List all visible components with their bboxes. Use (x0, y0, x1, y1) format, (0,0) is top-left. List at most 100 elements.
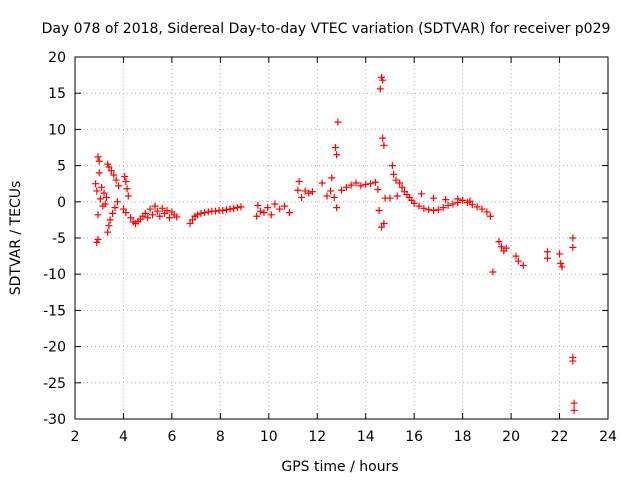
data-point (367, 180, 375, 188)
data-point (558, 263, 566, 271)
data-point (318, 179, 326, 187)
data-point (233, 204, 241, 212)
data-point (396, 179, 404, 187)
data-point (127, 214, 135, 222)
data-point (212, 207, 220, 215)
x-axis-label: GPS time / hours (281, 459, 398, 475)
data-point (514, 257, 522, 265)
data-point (338, 186, 345, 194)
data-point (113, 198, 121, 206)
data-point (156, 212, 164, 220)
data-point (267, 211, 275, 219)
x-tick-label: 22 (551, 429, 569, 445)
data-point (495, 238, 503, 246)
data-point (305, 189, 313, 197)
data-point (173, 213, 181, 221)
data-point (468, 201, 476, 209)
data-point (570, 406, 578, 414)
data-point (543, 248, 551, 256)
data-point (478, 205, 486, 213)
data-point (371, 178, 379, 186)
data-point (253, 212, 261, 220)
x-tick-label: 6 (167, 429, 176, 445)
data-point (473, 203, 481, 211)
data-point (105, 163, 113, 171)
data-point (489, 268, 497, 276)
data-point (111, 204, 119, 212)
data-point (417, 190, 425, 198)
data-point (101, 200, 109, 208)
chart-title: Day 078 of 2018, Sidereal Day-to-day VTE… (42, 21, 611, 37)
data-point (193, 211, 201, 219)
data-point (94, 211, 102, 219)
data-point (92, 180, 100, 188)
axis-ticks: 2 4 6 8 10 12 14 16 18 20 22 24-30-25-20-15-10-5051… (43, 50, 617, 445)
data-point (392, 176, 400, 184)
data-point (442, 196, 450, 204)
data-point (260, 209, 268, 217)
data-point (204, 208, 212, 216)
data-point (301, 187, 309, 195)
data-point (189, 216, 197, 224)
data-point (102, 193, 110, 201)
x-tick-label: 16 (405, 429, 423, 445)
data-point (483, 208, 491, 216)
data-point (390, 170, 398, 178)
data-point (569, 243, 577, 251)
data-point (543, 254, 551, 262)
data-point (425, 206, 433, 214)
data-point (352, 179, 360, 187)
data-point (502, 244, 510, 252)
data-point (226, 205, 234, 213)
data-point (254, 201, 262, 209)
data-point (149, 211, 157, 219)
data-point (347, 181, 355, 189)
data-point (197, 209, 205, 217)
data-point (377, 223, 385, 231)
data-point (327, 187, 335, 195)
data-point (158, 204, 166, 212)
data-point (110, 171, 118, 179)
data-point (222, 206, 230, 214)
data-point (93, 187, 101, 195)
data-point (393, 192, 401, 200)
data-point (497, 243, 505, 251)
x-tick-label: 20 (502, 429, 520, 445)
data-point (219, 206, 227, 214)
data-point (123, 185, 131, 193)
data-point (569, 357, 577, 365)
y-tick-label: 5 (57, 159, 66, 175)
data-point (398, 183, 406, 191)
data-point (342, 183, 350, 191)
data-point (420, 204, 428, 212)
data-point (430, 206, 438, 214)
data-point (439, 204, 447, 212)
data-point (374, 185, 382, 193)
data-point (94, 235, 102, 243)
data-point (256, 207, 264, 215)
data-point (557, 259, 565, 267)
data-point (330, 193, 338, 201)
data-point (98, 183, 106, 191)
data-point (415, 202, 423, 210)
data-point (454, 195, 462, 203)
y-tick-label: 0 (57, 195, 66, 211)
data-point (380, 220, 388, 228)
data-point (449, 200, 457, 208)
y-tick-label: 20 (48, 50, 66, 66)
data-point (512, 252, 520, 260)
data-point (237, 203, 245, 211)
data-point (333, 151, 341, 159)
y-tick-label: -20 (43, 340, 66, 356)
data-point (201, 209, 209, 217)
data-point (357, 182, 365, 190)
data-point (430, 194, 438, 202)
data-point (281, 202, 289, 210)
y-tick-label: -15 (43, 303, 66, 319)
data-point (333, 204, 341, 212)
data-point (230, 204, 238, 212)
data-point (386, 194, 394, 202)
data-point (362, 180, 370, 188)
data-point (264, 204, 272, 212)
